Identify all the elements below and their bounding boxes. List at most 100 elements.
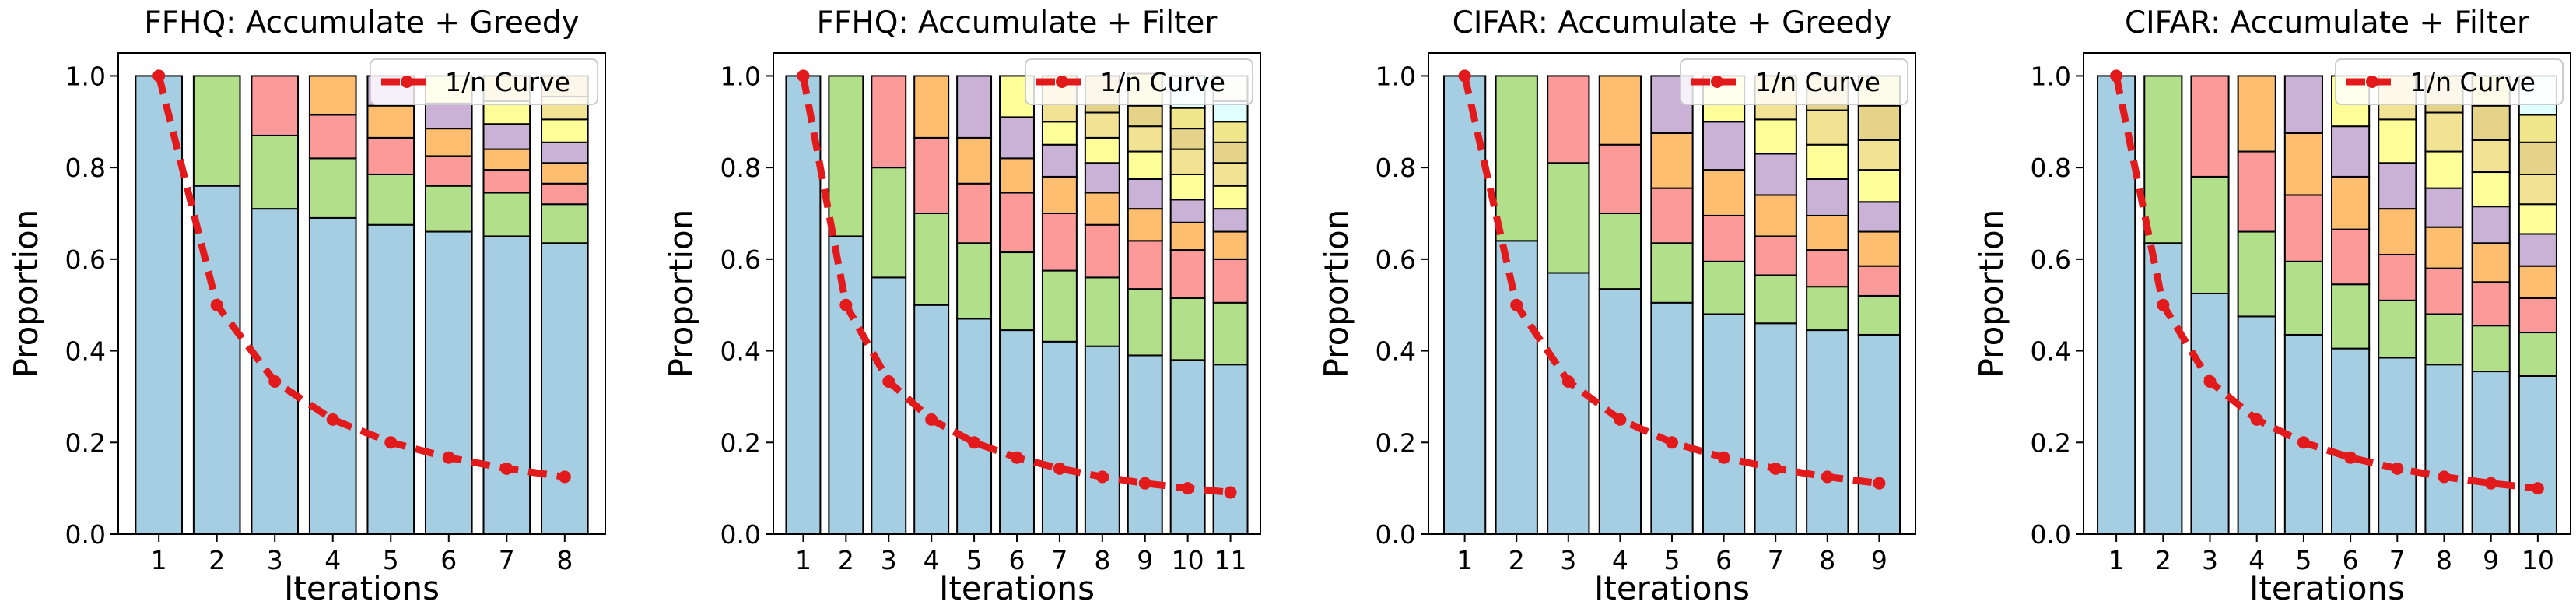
x-tick-label: 7: [2389, 545, 2406, 575]
bar-segment: [2471, 281, 2511, 327]
curve-point: [1458, 69, 1471, 83]
curve-point: [1614, 413, 1627, 426]
y-axis-label: Proportion: [7, 209, 45, 378]
bar-segment: [1041, 143, 1078, 178]
bar-segment: [1495, 240, 1538, 535]
bar-segment: [2518, 173, 2557, 206]
bar-segment: [2283, 132, 2323, 196]
x-tick-label: 6: [1716, 545, 1732, 575]
bar-segment: [1212, 141, 1249, 164]
y-axis-label: Proportion: [1972, 209, 2010, 378]
bar-segment: [1212, 185, 1249, 210]
y-tick-label: 0.6: [2031, 244, 2071, 275]
bar-segment: [482, 169, 531, 194]
bar-segment: [2237, 75, 2276, 153]
bar-segment: [482, 235, 531, 535]
y-tick-label: 0.4: [65, 336, 106, 367]
x-tick-label: 4: [1612, 545, 1628, 575]
chart-panel-2: FFHQ: Accumulate + Filter 0.0 0.2 0.4 0.6 0.8…: [655, 0, 1299, 612]
bar-segment: [1169, 359, 1206, 536]
x-tick-label: 8: [556, 545, 573, 575]
bar-segment: [192, 75, 241, 187]
bar-segment: [1169, 249, 1206, 299]
bar-segment: [2471, 325, 2511, 373]
bar-segment: [424, 230, 473, 535]
bars-group: [785, 72, 1249, 536]
x-tick-label: 6: [440, 545, 457, 575]
bar-segment: [913, 213, 950, 306]
bar-segment: [251, 75, 300, 136]
bar-segment: [1442, 75, 1487, 535]
bar-segment: [366, 136, 415, 175]
y-tick-label: 0.8: [720, 153, 761, 183]
chart-panel-1: FFHQ: Accumulate + Greedy 0.0 0.2 0.4 0.6 0.8…: [0, 0, 643, 612]
legend-marker: [2366, 76, 2378, 88]
bar-segment: [482, 123, 531, 150]
bar-segment: [1041, 269, 1078, 343]
bar-segment: [251, 134, 300, 210]
bar-segment: [2424, 226, 2464, 269]
curve-point: [2391, 462, 2404, 475]
bar-segment: [871, 276, 907, 535]
x-ticks: 1 2 3 4 5 6 7 8: [151, 534, 573, 575]
bar-segment: [2424, 364, 2464, 535]
bar-segment: [1806, 329, 1849, 535]
curve-point: [2438, 470, 2451, 484]
curve-point: [326, 413, 339, 426]
curve-point: [152, 69, 166, 83]
y-tick-label: 0.8: [1376, 153, 1416, 183]
y-tick-label: 0.4: [1376, 336, 1416, 367]
bar-segment: [913, 75, 950, 139]
bar-segment: [1806, 143, 1849, 180]
bar-segment: [2471, 371, 2511, 535]
bar-segment: [2331, 228, 2371, 286]
curve-point: [442, 451, 455, 464]
bar-segment: [1212, 121, 1249, 143]
bar-segment: [366, 104, 415, 139]
bar-segment: [1857, 230, 1901, 267]
curve-point: [500, 462, 513, 475]
bar-segment: [2237, 230, 2276, 318]
bar-segment: [541, 162, 589, 185]
curve-point: [2484, 477, 2497, 490]
bar-segment: [2190, 75, 2230, 178]
bar-segment: [1127, 240, 1163, 290]
x-tick-label: 4: [324, 545, 341, 575]
curve-point: [2344, 451, 2357, 464]
bar-segment: [1127, 104, 1163, 128]
legend-label: 1/n Curve: [1100, 67, 1225, 97]
curve-point: [2110, 69, 2123, 83]
bar-segment: [541, 182, 589, 206]
bar-segment: [424, 128, 473, 157]
bar-segment: [2424, 111, 2464, 153]
x-tick-label: 7: [1768, 545, 1784, 575]
bar-segment: [2471, 206, 2511, 244]
bar-segment: [1598, 213, 1642, 290]
chart-svg-3: CIFAR: Accumulate + Greedy0.00.20.40.60.…: [1317, 5, 1916, 607]
y-tick-label: 1.0: [2031, 61, 2071, 91]
chart-title: FFHQ: Accumulate + Greedy: [144, 5, 579, 40]
bar-segment: [1754, 235, 1797, 276]
x-ticks: 1 2 3 4 5 6 7 8 9 10: [2108, 534, 2554, 575]
y-ticks: 0.0 0.2 0.4 0.6 0.8 1.0: [1376, 61, 1428, 550]
bar-segment: [1084, 111, 1120, 139]
curve-point: [268, 375, 282, 389]
x-tick-label: 6: [2343, 545, 2359, 575]
bar-segment: [2331, 125, 2371, 178]
y-tick-label: 0.8: [2031, 153, 2071, 183]
bar-segment: [308, 216, 357, 535]
curve-point: [968, 436, 981, 449]
bar-segment: [1127, 178, 1163, 210]
bar-segment: [1857, 104, 1901, 141]
bar-segment: [999, 157, 1035, 194]
bar-segment: [1702, 260, 1746, 315]
bar-segment: [956, 136, 993, 185]
y-tick-label: 1.0: [1376, 61, 1416, 91]
chart-svg-4: CIFAR: Accumulate + Filter0.00.20.40.60.…: [1972, 5, 2571, 607]
bar-segment: [956, 318, 993, 535]
curve-series: [152, 69, 571, 484]
x-tick-label: 8: [1094, 545, 1110, 575]
bar-segment: [424, 185, 473, 233]
bar-segment: [1495, 75, 1538, 242]
